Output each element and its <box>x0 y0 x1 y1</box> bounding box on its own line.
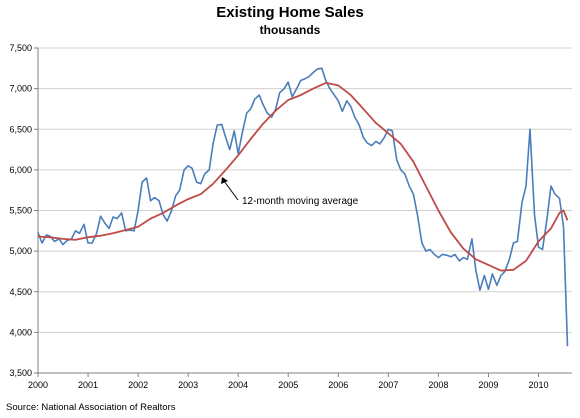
y-tick-label: 5,500 <box>9 206 32 216</box>
annotation-arrow-line <box>223 180 239 201</box>
y-tick-label: 4,500 <box>9 287 32 297</box>
y-tick-label: 6,000 <box>9 165 32 175</box>
y-tick-label: 3,500 <box>9 368 32 378</box>
x-tick-label: 2001 <box>78 380 98 390</box>
x-tick-label: 2008 <box>428 380 448 390</box>
annotation: 12-month moving average <box>221 177 359 207</box>
y-tick-label: 7,500 <box>9 43 32 53</box>
annotation-label: 12-month moving average <box>242 196 359 207</box>
annotation-arrowhead <box>221 177 228 184</box>
x-tick-label: 2010 <box>528 380 548 390</box>
chart-subtitle: thousands <box>259 23 321 37</box>
y-tick-label: 7,000 <box>9 84 32 94</box>
x-tick-label: 2004 <box>228 380 248 390</box>
y-tick-label: 6,500 <box>9 124 32 134</box>
series-line-moving-average <box>37 82 569 272</box>
gridlines <box>38 47 572 333</box>
y-tick-label: 4,000 <box>9 327 32 337</box>
x-tick-label: 2002 <box>128 380 148 390</box>
source-note: Source: National Association of Realtors <box>6 402 176 413</box>
series-group <box>37 67 569 347</box>
series-line-monthly <box>37 67 569 347</box>
x-tick-label: 2000 <box>28 380 48 390</box>
x-tick-labels: 2000 2001 2002 2003 2004 2005 2006 2007 2008 2009… <box>28 373 548 390</box>
x-tick-label: 2007 <box>378 380 398 390</box>
x-tick-label: 2005 <box>278 380 298 390</box>
x-tick-label: 2006 <box>328 380 348 390</box>
y-tick-label: 5,000 <box>9 246 32 256</box>
x-tick-label: 2003 <box>178 380 198 390</box>
y-tick-labels: 3,500 4,000 4,500 5,000 5,500 6,000 6,500 7,000… <box>9 43 38 378</box>
chart-title: Existing Home Sales <box>216 4 364 21</box>
x-tick-label: 2009 <box>478 380 498 390</box>
